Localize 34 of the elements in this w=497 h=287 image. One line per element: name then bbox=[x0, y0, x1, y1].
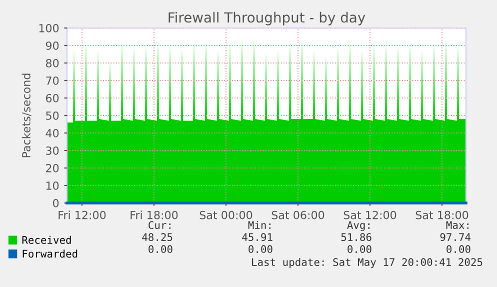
x-tick-label: Fri 18:00 bbox=[130, 210, 178, 220]
y-tick-label: 40 bbox=[46, 128, 59, 138]
x-tick-label: Fri 12:00 bbox=[58, 210, 106, 220]
y-tick-label: 90 bbox=[46, 41, 59, 50]
text: 0.00 bbox=[446, 245, 470, 254]
x-tick-label: Sat 00:00 bbox=[200, 210, 252, 220]
y-tick-label: 0 bbox=[53, 198, 59, 208]
text: Cur: bbox=[148, 221, 170, 230]
y-tick-label: 10 bbox=[46, 181, 59, 190]
text: Max: bbox=[446, 221, 468, 230]
x-tick-label: Sat 06:00 bbox=[272, 210, 324, 220]
y-tick-label: 30 bbox=[46, 146, 59, 155]
legend-label: Forwarded bbox=[22, 250, 78, 258]
y-axis-title: Packets/second bbox=[22, 74, 32, 158]
text: 0.00 bbox=[348, 245, 372, 254]
text: 45.91 bbox=[242, 233, 272, 242]
text: Avg: bbox=[347, 221, 370, 232]
legend-label: Received bbox=[22, 236, 71, 244]
text: 51.86 bbox=[341, 233, 372, 242]
text: 0.00 bbox=[248, 245, 272, 254]
x-tick-label: Sat 18:00 bbox=[416, 210, 468, 220]
y-tick-label: 60 bbox=[46, 94, 59, 102]
y-tick-label: 100 bbox=[39, 24, 59, 32]
y-tick-label: 70 bbox=[46, 76, 59, 85]
y-tick-label: 20 bbox=[46, 164, 59, 172]
text: 48.25 bbox=[142, 233, 172, 242]
x-tick-label: Sat 12:00 bbox=[344, 210, 396, 220]
chart-title: Firewall Throughput - by day bbox=[168, 12, 366, 26]
text: Last update: Sat May 17 20:00:41 2025 bbox=[252, 258, 482, 268]
y-tick-label: 50 bbox=[46, 111, 59, 120]
text: 0.00 bbox=[148, 245, 172, 254]
y-tick-label: 80 bbox=[46, 58, 59, 68]
text: 97.74 bbox=[440, 233, 471, 242]
text: Min: bbox=[248, 220, 270, 229]
